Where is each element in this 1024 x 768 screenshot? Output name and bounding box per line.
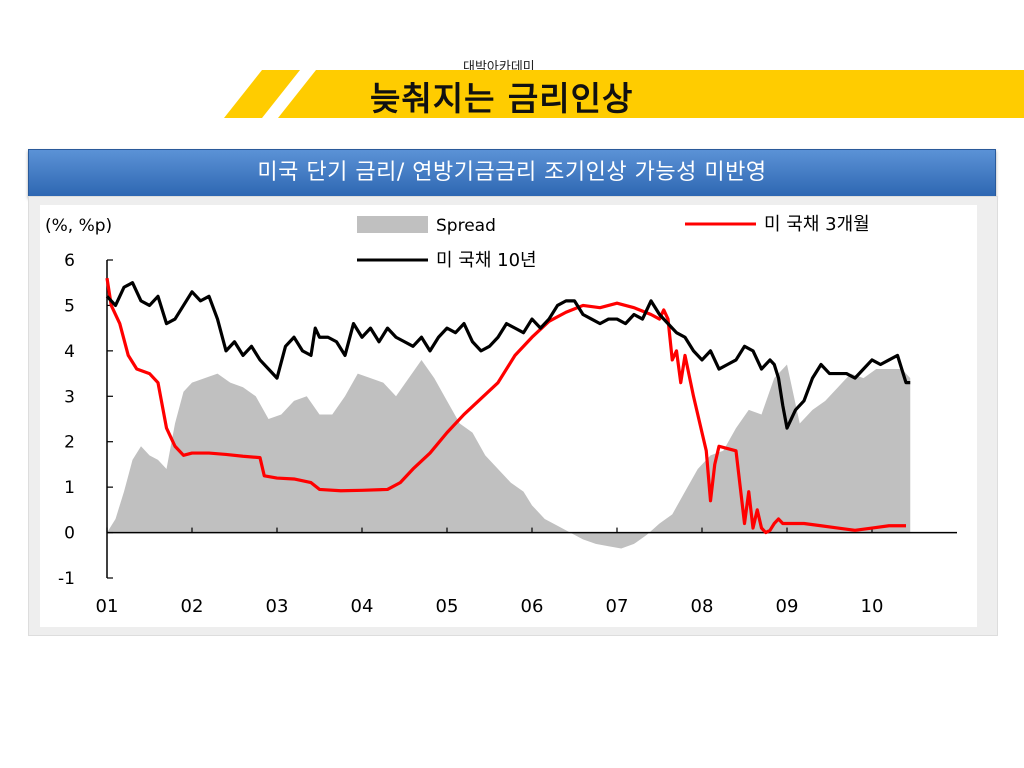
y-tick-label: 0 bbox=[64, 524, 75, 544]
x-tick-label: 01 bbox=[96, 596, 119, 617]
y-tick-label: 2 bbox=[64, 433, 75, 453]
banner-stripe-left bbox=[224, 70, 300, 118]
section-header-text: 미국 단기 금리/ 연방기금금리 조기인상 가능성 미반영 bbox=[257, 160, 767, 185]
x-tick-label: 05 bbox=[436, 596, 459, 617]
y-unit-label: (%, %p) bbox=[45, 216, 112, 236]
x-tick-label: 08 bbox=[691, 596, 714, 617]
x-tick-label: 06 bbox=[521, 596, 544, 617]
page-title: 늦춰지는 금리인상 bbox=[370, 79, 634, 118]
y-tick-label: 1 bbox=[64, 478, 75, 498]
series-line-t3m bbox=[105, 277, 906, 535]
series-lines bbox=[105, 277, 911, 535]
y-tick-label: 6 bbox=[64, 251, 75, 271]
x-tick-label: 10 bbox=[861, 596, 884, 617]
y-tick-label: 3 bbox=[64, 387, 75, 407]
x-tick-label: 09 bbox=[776, 596, 799, 617]
x-tick-label: 04 bbox=[351, 596, 374, 617]
legend-label-t3m: 미 국채 3개월 bbox=[764, 214, 870, 235]
y-tick-label: -1 bbox=[58, 569, 75, 589]
section-header: 미국 단기 금리/ 연방기금금리 조기인상 가능성 미반영 bbox=[28, 149, 996, 197]
y-tick-label: 4 bbox=[64, 342, 75, 362]
legend-swatch-spread bbox=[357, 216, 428, 233]
title-banner bbox=[224, 70, 1024, 118]
banner-stripe-main bbox=[278, 70, 1024, 118]
legend-label-spread: Spread bbox=[436, 216, 496, 236]
x-tick-label: 02 bbox=[181, 596, 204, 617]
y-tick-label: 5 bbox=[64, 296, 75, 316]
chart-area: (%, %p) Spread 미 국채 3개월 미 국채 10년 -1 0 1 2 3 4 5 6… bbox=[40, 205, 977, 627]
series-line-t10y bbox=[105, 281, 911, 430]
legend-label-t10y: 미 국채 10년 bbox=[436, 250, 537, 271]
x-tick-label: 07 bbox=[606, 596, 629, 617]
x-tick-label: 03 bbox=[266, 596, 289, 617]
